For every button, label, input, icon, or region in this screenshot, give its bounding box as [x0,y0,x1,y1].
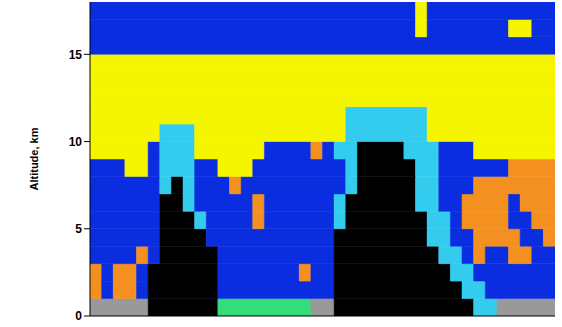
svg-text:0: 0 [75,309,82,323]
svg-text:Altitude, km: Altitude, km [28,127,40,190]
svg-text:15: 15 [69,48,83,62]
svg-text:10: 10 [69,135,83,149]
svg-text:5: 5 [75,222,82,236]
